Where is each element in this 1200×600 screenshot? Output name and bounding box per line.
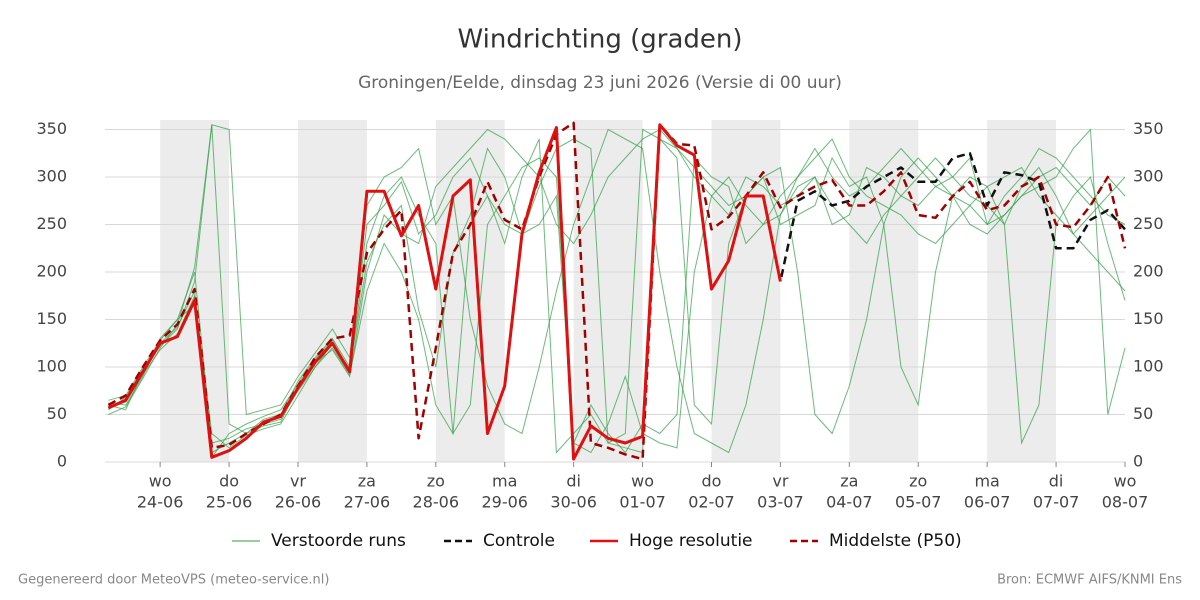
series-line — [107, 123, 782, 461]
x-tick-weekday: wo — [631, 472, 654, 491]
x-tick-weekday: ma — [492, 472, 517, 491]
legend-label: Verstoorde runs — [271, 531, 406, 551]
chart-subtitle: Groningen/Eelde, dinsdag 23 juni 2026 (V… — [358, 73, 842, 93]
y2-tick-label: 100 — [1133, 357, 1164, 376]
x-tick-weekday: zo — [427, 472, 445, 491]
y2-tick-label: 350 — [1133, 119, 1164, 138]
x-tick-weekday: do — [219, 472, 239, 491]
y2-tick-label: 50 — [1133, 404, 1153, 423]
y2-tick-label: 200 — [1133, 262, 1164, 281]
x-tick-label: 06-07 — [964, 493, 1011, 512]
legend-label: Hoge resolutie — [629, 531, 753, 551]
ensemble-line — [108, 138, 1126, 459]
x-tick-label: 25-06 — [206, 493, 253, 512]
x-tick-weekday: di — [1049, 472, 1064, 491]
x-tick-label: 26-06 — [275, 493, 322, 512]
x-tick-weekday: zo — [909, 472, 927, 491]
x-tick-label: 03-07 — [757, 493, 804, 512]
y2-tick-label: 0 — [1133, 452, 1143, 471]
x-tick-label: 27-06 — [344, 493, 391, 512]
x-tick-weekday: do — [702, 472, 722, 491]
labels: 0 0 50 50 100 100 150 150 200 200 250 250 300 300 350 3… — [36, 119, 1163, 551]
footer-left: Gegenereerd door MeteoVPS (meteo-service… — [18, 573, 329, 588]
x-tick-label: 08-07 — [1102, 493, 1149, 512]
ensemble-line — [108, 128, 1126, 454]
legend-label: Middelste (P50) — [829, 531, 962, 551]
x-tick-label: 04-07 — [826, 493, 873, 512]
x-tick-weekday: di — [566, 472, 581, 491]
chart-title: Windrichting (graden) — [457, 25, 742, 55]
x-tick-label: 28-06 — [413, 493, 460, 512]
y2-tick-label: 250 — [1133, 214, 1164, 233]
ensemble-line — [108, 147, 1126, 454]
x-tick-label: 02-07 — [688, 493, 735, 512]
ensemble-line — [108, 124, 1126, 454]
x-tick-label: 05-07 — [895, 493, 942, 512]
x-tick-weekday: wo — [149, 472, 172, 491]
day-shade — [573, 120, 643, 462]
x-tick-label: 29-06 — [481, 493, 528, 512]
x-tick-weekday: wo — [1114, 472, 1137, 491]
x-tick-weekday: ma — [974, 472, 999, 491]
ensemble — [108, 124, 1126, 459]
x-tick-weekday: vr — [772, 472, 788, 491]
x-tick-weekday: vr — [290, 472, 306, 491]
day-shade — [711, 120, 781, 462]
y-tick-label: 350 — [36, 119, 67, 138]
y-tick-label: 100 — [36, 357, 67, 376]
legend-label: Controle — [483, 531, 555, 551]
x-tick-label: 01-07 — [619, 493, 666, 512]
y-tick-label: 200 — [36, 262, 67, 281]
y-tick-label: 50 — [47, 404, 67, 423]
x-tick-label: 24-06 — [137, 493, 184, 512]
x-tick-label: 07-07 — [1033, 493, 1080, 512]
x-tick-label: 30-06 — [550, 493, 597, 512]
main-series — [107, 121, 1127, 461]
grid — [105, 129, 1126, 467]
x-tick-weekday: za — [358, 472, 376, 491]
x-tick-weekday: za — [840, 472, 858, 491]
y-tick-label: 300 — [36, 167, 67, 186]
y-tick-label: 250 — [36, 214, 67, 233]
day-shade — [849, 120, 919, 462]
y-tick-label: 150 — [36, 309, 67, 328]
y2-tick-label: 300 — [1133, 167, 1164, 186]
y2-tick-label: 150 — [1133, 309, 1164, 328]
y-tick-label: 0 — [57, 452, 67, 471]
footer-right: Bron: ECMWF AIFS/KNMI Ens — [997, 573, 1182, 588]
ensemble-line — [108, 137, 1126, 454]
day-shade — [987, 120, 1057, 462]
